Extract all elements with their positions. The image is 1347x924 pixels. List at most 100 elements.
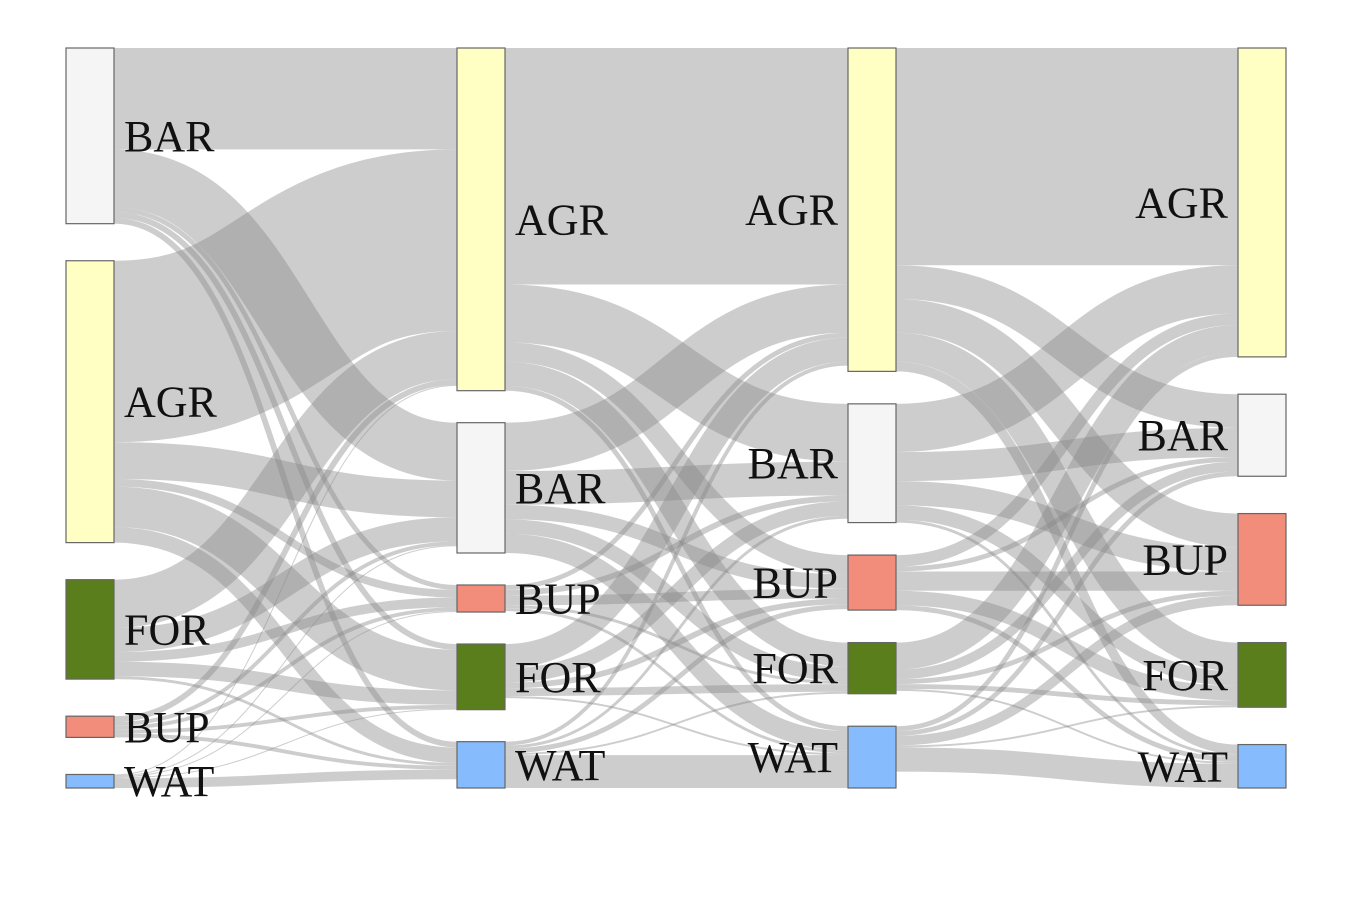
link-1-bar-to-for [504,519,849,682]
node-label-col3-for: FOR [752,644,838,693]
link-2-for-to-agr [895,325,1239,670]
link-1-wat-to-bar [504,515,849,749]
link-0-bup-to-wat [113,733,458,770]
link-0-for-to-bup [113,597,458,662]
link-0-for-to-wat [113,676,458,766]
node-label-col2-wat: WAT [515,741,606,790]
node-label-col2-bup: BUP [515,575,601,624]
link-0-bup-to-bup [113,607,458,730]
node-col3-wat [847,725,897,789]
node-label-col2-bar: BAR [515,464,606,513]
link-1-agr-to-bup [504,342,849,575]
link-2-for-to-bar [895,461,1239,680]
link-0-wat-to-agr [113,384,458,776]
link-0-agr-to-for [113,486,458,691]
node-col3-bup [847,554,897,611]
node-col2-agr [456,47,506,392]
link-2-bup-to-wat [895,605,1239,762]
node-label-col1-for: FOR [124,605,210,654]
node-col2-bar [456,422,506,554]
link-2-agr-to-bup [895,298,1239,548]
link-1-bar-to-wat [504,533,849,751]
link-2-wat-to-wat [895,747,1239,789]
link-0-agr-to-agr [111,149,460,443]
node-col4-wat [1237,743,1287,789]
node-label-col4-bup: BUP [1142,535,1228,584]
link-0-wat-to-wat [113,769,458,789]
link-1-bup-to-wat [504,608,849,754]
link-0-agr-to-wat [113,527,458,763]
node-col4-for [1237,641,1287,708]
link-1-bup-to-for [504,605,849,685]
link-1-bup-to-bup [504,588,849,606]
node-col2-for [456,643,506,711]
link-0-bar-to-bar [112,149,459,481]
link-0-wat-to-bar [113,545,458,777]
node-col1-agr [65,260,115,544]
sankey-labels: BAR AGR FOR BUP WAT AGR BAR BUP FOR WAT AGR BAR BUP F… [124,112,1229,806]
node-label-col1-bup: BUP [124,703,210,752]
link-2-bar-to-for [895,505,1239,687]
link-2-for-to-for [895,684,1239,706]
link-1-bar-to-agr [504,284,849,471]
node-col2-bup [456,584,506,613]
link-2-wat-to-for [895,705,1239,748]
node-col3-agr [847,47,897,372]
link-0-for-to-agr [113,330,458,628]
link-0-wat-to-for [113,708,458,779]
link-1-for-to-bar [504,501,849,683]
node-label-col4-bar: BAR [1138,411,1229,460]
link-2-bup-to-for [895,590,1239,701]
node-col1-bup [65,715,115,739]
link-2-bar-to-wat [895,519,1239,758]
node-label-col2-for: FOR [515,653,601,702]
link-2-bup-to-agr [895,313,1239,567]
link-2-for-to-wat [895,688,1239,764]
link-0-wat-to-bup [113,611,458,778]
node-label-col3-agr: AGR [745,186,839,235]
node-col4-bar [1237,393,1287,477]
link-1-for-to-for [504,684,849,697]
link-2-for-to-bup [895,590,1239,685]
link-1-for-to-bup [504,598,849,689]
node-label-col4-agr: AGR [1135,178,1229,227]
link-1-bup-to-agr [504,332,849,590]
link-0-for-to-bar [113,517,458,653]
link-1-wat-to-for [504,691,849,756]
link-0-bup-to-agr [113,379,458,722]
node-label-col1-bar: BAR [124,112,215,161]
node-label-col3-wat: WAT [748,733,839,782]
node-col1-wat [65,773,115,789]
link-0-bar-to-wat [113,217,458,748]
node-label-col3-bup: BUP [752,559,838,608]
link-2-wat-to-bup [895,595,1239,746]
node-label-col2-agr: AGR [515,195,609,244]
node-label-col3-bar: BAR [748,439,839,488]
node-col1-bar [65,47,115,225]
node-col4-agr [1237,47,1287,358]
link-1-agr-to-bar [504,284,849,462]
link-1-bup-to-bar [504,495,849,596]
link-1-agr-to-for [504,361,849,667]
link-0-for-to-for [113,661,458,705]
link-0-bup-to-for [113,704,458,734]
link-2-bar-to-agr [895,265,1239,453]
node-label-col1-agr: AGR [124,378,218,427]
link-2-agr-to-wat [895,361,1239,755]
link-2-bar-to-bar [895,427,1239,482]
link-0-bar-to-bup [113,207,458,590]
link-1-bar-to-bar [504,461,849,505]
node-label-col4-for: FOR [1142,651,1228,700]
node-col2-wat [456,741,506,789]
link-0-bar-to-for [113,212,458,650]
link-2-wat-to-bar [895,471,1239,736]
node-label-col1-wat: WAT [124,757,215,806]
link-2-wat-to-agr [895,352,1239,732]
node-label-col4-wat: WAT [1138,742,1229,791]
link-2-bup-to-bar [895,456,1239,572]
link-1-for-to-wat [504,696,849,756]
node-col4-bup [1237,512,1287,606]
link-2-agr-to-bar [895,265,1239,428]
link-1-bar-to-bup [504,504,849,589]
